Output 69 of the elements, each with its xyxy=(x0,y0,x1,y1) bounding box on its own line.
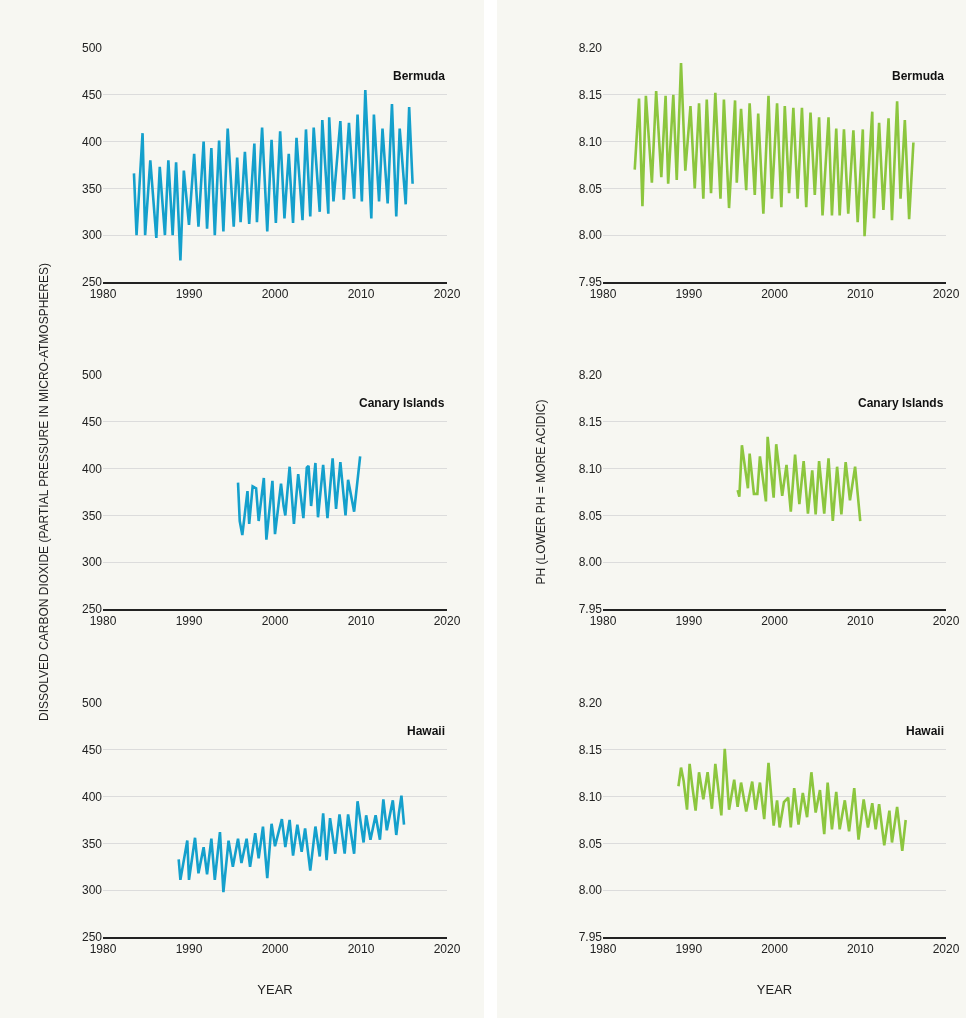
line-series xyxy=(177,794,406,894)
x-tick-label: 2010 xyxy=(347,941,375,956)
x-axis-title: YEAR xyxy=(756,982,793,998)
y-tick-label: 450 xyxy=(81,743,103,757)
line-series xyxy=(736,435,862,523)
y-tick-label: 500 xyxy=(81,368,103,383)
line-series xyxy=(677,747,907,853)
line-series xyxy=(132,88,414,262)
text: Canary Islands xyxy=(858,396,944,410)
y-tick-label: 8.05 xyxy=(578,836,603,851)
x-tick-label: 2000 xyxy=(761,286,789,301)
y-tick-label: 8.15 xyxy=(578,415,603,429)
x-tick-label: 1990 xyxy=(175,941,203,956)
line-series xyxy=(236,455,362,542)
x-tick-label: 2000 xyxy=(761,613,789,628)
x-tick-label: 2000 xyxy=(261,941,289,956)
x-tick-label: 2000 xyxy=(261,613,289,628)
y-tick-label: 450 xyxy=(81,88,103,102)
x-tick-label: 2020 xyxy=(932,613,960,628)
y-tick-label: 8.10 xyxy=(578,461,603,476)
text: Hawaii xyxy=(407,724,446,738)
text: Bermuda xyxy=(892,69,945,83)
y-tick-label: 8.20 xyxy=(578,696,603,711)
y-tick-label: 8.00 xyxy=(578,555,603,570)
y-axis-title: PH (LOWER PH = MORE ACIDIC) xyxy=(533,399,548,585)
x-tick-label: 1990 xyxy=(675,286,703,301)
y-axis-title: DISSOLVED CARBON DIOXIDE (PARTIAL PRESSURE IN MICRO-ATMOSPHERES) xyxy=(37,262,52,722)
y-tick-label: 350 xyxy=(81,181,103,196)
text: Canary Islands xyxy=(359,396,445,410)
x-tick-label: 2010 xyxy=(846,613,874,628)
y-tick-label: 8.00 xyxy=(578,228,603,243)
y-tick-label: 500 xyxy=(81,696,103,711)
y-tick-label: 300 xyxy=(81,228,103,243)
y-tick-label: 8.15 xyxy=(578,88,603,102)
x-tick-label: 1990 xyxy=(175,286,203,301)
y-tick-label: 8.10 xyxy=(578,789,603,804)
y-tick-label: 300 xyxy=(81,883,103,898)
y-tick-label: 8.00 xyxy=(578,883,603,898)
x-tick-label: 2020 xyxy=(932,941,960,956)
x-tick-label: 2010 xyxy=(347,613,375,628)
y-tick-label: 500 xyxy=(81,41,103,56)
y-tick-label: 400 xyxy=(81,789,103,804)
x-tick-label: 2020 xyxy=(932,286,960,301)
x-tick-label: 2010 xyxy=(347,286,375,301)
y-tick-label: 8.15 xyxy=(578,743,603,757)
y-tick-label: 8.05 xyxy=(578,181,603,196)
x-tick-label: 2000 xyxy=(261,286,289,301)
x-tick-label: 2010 xyxy=(846,286,874,301)
x-tick-label: 2020 xyxy=(433,613,461,628)
x-axis-title: YEAR xyxy=(257,982,293,998)
x-tick-label: 2010 xyxy=(846,941,874,956)
y-tick-label: 300 xyxy=(81,555,103,570)
x-tick-label: 1990 xyxy=(175,613,203,628)
x-tick-label: 1990 xyxy=(675,941,703,956)
y-tick-label: 8.20 xyxy=(578,41,603,56)
x-tick-label: 2020 xyxy=(433,286,461,301)
text: Bermuda xyxy=(393,69,446,83)
y-tick-label: 8.05 xyxy=(578,508,603,523)
y-tick-label: 8.20 xyxy=(578,368,603,383)
y-tick-label: 400 xyxy=(81,461,103,476)
y-tick-label: 350 xyxy=(81,508,103,523)
y-tick-label: 8.10 xyxy=(578,134,603,149)
x-tick-label: 2020 xyxy=(433,941,461,956)
x-tick-label: 1990 xyxy=(675,613,703,628)
x-tick-label: 2000 xyxy=(761,941,789,956)
text: Hawaii xyxy=(906,724,945,738)
y-tick-label: 350 xyxy=(81,836,103,851)
y-tick-label: 450 xyxy=(81,415,103,429)
y-tick-label: 400 xyxy=(81,134,103,149)
